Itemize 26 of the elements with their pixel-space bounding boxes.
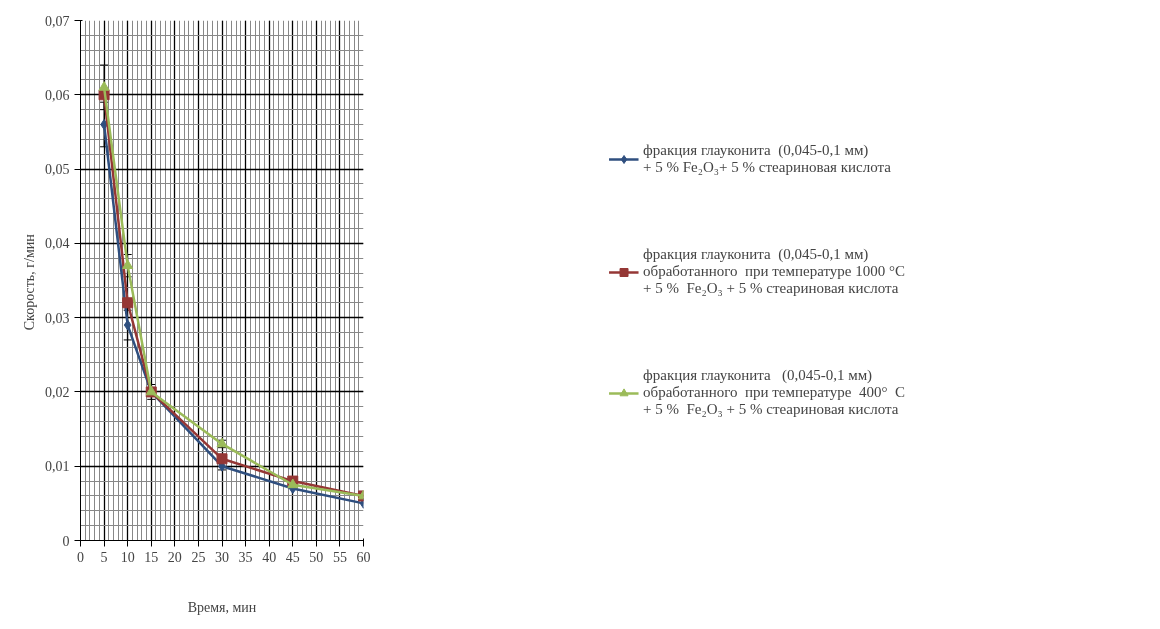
x-tick-label: 5	[100, 549, 108, 565]
x-tick-label: 45	[285, 549, 300, 565]
x-tick-label: 25	[191, 549, 206, 565]
legend-label: фракция глауконита (0,045-0,1 мм) обработанного при температуре 400° С + 5 % Fe₂O₃ + 5 % стеариновая кислота	[643, 367, 905, 418]
y-axis-title: Скорость, г/мин	[22, 233, 37, 331]
y-tick-label: 0,02	[45, 384, 70, 400]
x-tick-label: 55	[332, 549, 347, 565]
legend-label: фракция глауконита (0,045-0,1 мм) обработанного при температуре 1000 °С + 5 % Fe₂O₃ + 5 % стеариновая кислота	[643, 246, 905, 297]
y-tick-label: 0,06	[45, 87, 70, 103]
x-tick-label: 50	[309, 549, 324, 565]
y-tick-label: 0	[62, 533, 70, 549]
y-tick-label: 0,04	[45, 236, 70, 252]
legend-label: фракция глауконита (0,045-0,1 мм) + 5 % Fe₂O₃+ 5 % стеариновая кислота	[643, 142, 891, 176]
x-tick-label: 60	[356, 549, 371, 565]
y-tick-label: 0,07	[45, 13, 70, 29]
x-tick-label: 40	[262, 549, 277, 565]
x-tick-label: 35	[238, 549, 253, 565]
x-tick-label: 20	[167, 549, 182, 565]
y-tick-label: 0,03	[45, 310, 70, 326]
x-axis-title: Время, мин	[187, 599, 257, 615]
y-tick-label: 0,01	[45, 459, 70, 475]
x-tick-label: 30	[215, 549, 229, 565]
x-tick-label: 0	[77, 549, 84, 565]
x-tick-label: 15	[144, 549, 159, 565]
x-tick-label: 10	[120, 549, 135, 565]
y-tick-label: 0,05	[45, 162, 70, 178]
